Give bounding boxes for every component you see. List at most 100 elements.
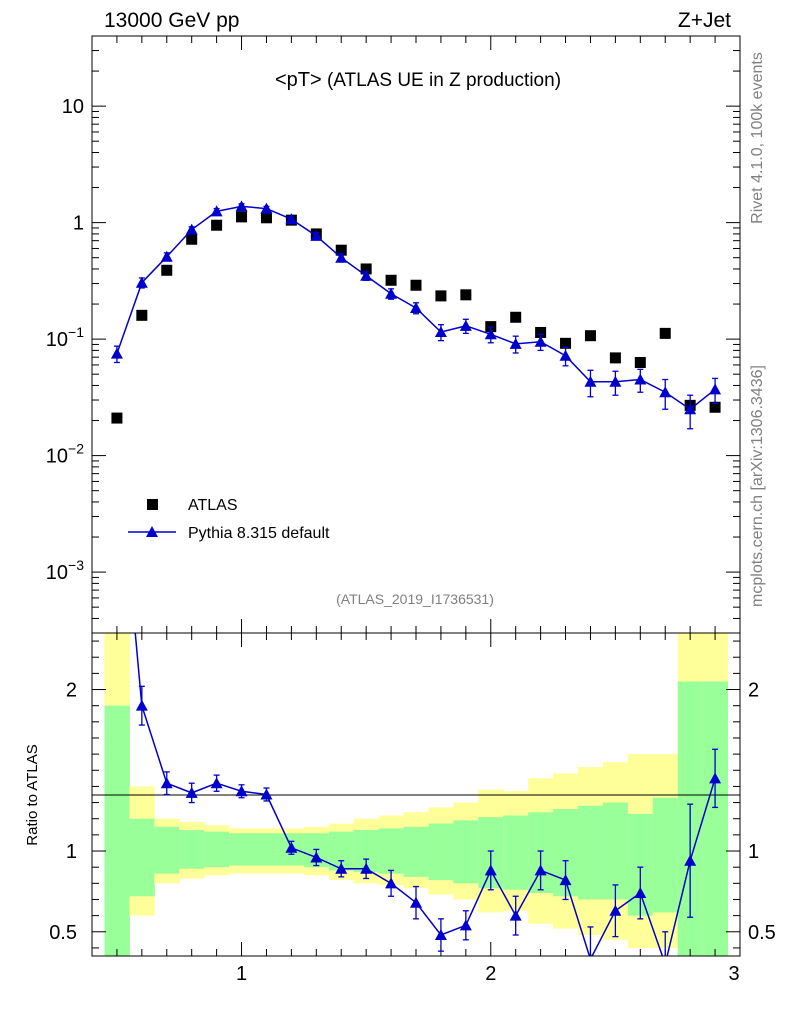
atlas-point xyxy=(136,309,148,321)
ratio-point xyxy=(285,841,298,853)
ratio-point xyxy=(160,777,173,789)
mc-point xyxy=(709,383,722,395)
mc-point xyxy=(609,375,622,387)
band-inner xyxy=(229,833,255,866)
ratio-point xyxy=(509,909,522,921)
mc-point xyxy=(260,202,273,214)
x-tick-label: 1 xyxy=(236,963,247,985)
ratio-point xyxy=(559,874,572,886)
atlas-point xyxy=(560,337,572,349)
band-inner xyxy=(254,833,280,866)
legend-data-label: ATLAS xyxy=(188,497,238,514)
plot-title: <pT> (ATLAS UE in Z production) xyxy=(275,69,561,91)
y-tick-label-base: 10 xyxy=(46,562,68,584)
band-inner xyxy=(702,681,729,956)
atlas-point xyxy=(609,352,621,364)
y-tick-label-base: 1 xyxy=(73,213,84,235)
ratio-point xyxy=(484,864,497,876)
mc-point xyxy=(360,269,373,281)
legend-mc-label: Pythia 8.315 default xyxy=(188,525,330,542)
x-tick-label: 2 xyxy=(485,963,496,985)
plot-title-sub: (ATLAS UE in Z production) xyxy=(322,70,561,91)
atlas-point xyxy=(584,330,596,342)
atlas-point xyxy=(435,290,447,302)
mc-point xyxy=(659,386,672,398)
x-tick-label: 3 xyxy=(728,963,739,985)
ratio-frame xyxy=(91,632,741,957)
y-tick-label: 10−3 xyxy=(46,557,84,584)
analysis-id: (ATLAS_2019_I1736531) xyxy=(336,591,494,607)
ratio-point xyxy=(111,425,123,436)
ratio-point xyxy=(335,862,348,874)
atlas-point xyxy=(709,401,721,413)
y-tick-label-exp: −3 xyxy=(68,557,84,573)
ratio-point xyxy=(634,887,647,899)
y-tick-label-base: 10 xyxy=(46,329,68,351)
mc-point xyxy=(110,347,123,359)
ratio-y-tick-label-right: 0.5 xyxy=(748,922,776,944)
ratio-point xyxy=(185,786,198,798)
ratio-y-tick-label-right: 2 xyxy=(748,680,759,702)
atlas-point xyxy=(161,264,173,276)
ratio-point xyxy=(310,851,323,863)
ratio-y-tick-label-right: 1 xyxy=(748,841,759,863)
ratio-point xyxy=(360,862,373,874)
mc-point xyxy=(459,319,472,331)
ratio-point xyxy=(609,904,622,916)
mc-point xyxy=(484,328,497,340)
atlas-point xyxy=(535,326,547,338)
band-inner xyxy=(129,818,155,897)
plot-title-main: <pT> xyxy=(275,69,322,91)
atlas-point xyxy=(634,356,646,368)
main-frame xyxy=(91,35,741,634)
mc-point xyxy=(310,229,323,241)
mc-point xyxy=(410,301,422,313)
y-tick-label: 1 xyxy=(73,213,84,235)
atlas-point xyxy=(186,233,198,245)
ratio-point xyxy=(260,788,273,800)
ratio-point xyxy=(709,772,722,784)
mc-point xyxy=(135,276,148,288)
mc-point xyxy=(335,251,348,263)
ratio-point xyxy=(434,929,447,941)
y-tick-label: 10−2 xyxy=(46,441,84,468)
y-tick-label-base: 10 xyxy=(62,96,84,118)
ratio-point xyxy=(135,699,148,711)
mc-point xyxy=(509,337,522,349)
ratio-y-tick-label: 1 xyxy=(66,841,77,863)
ratio-point xyxy=(210,777,223,789)
atlas-point xyxy=(236,211,248,223)
y-tick-label-exp: −1 xyxy=(68,324,84,340)
atlas-point xyxy=(335,244,347,256)
ratio-point xyxy=(410,896,422,908)
ratio-plot: 2 2 1 1 0.5 0.5 1 2 3 Ratio to ATLAS xyxy=(24,425,776,985)
ratio-point xyxy=(235,785,248,797)
band-inner xyxy=(104,705,130,956)
y-tick-label-base: 10 xyxy=(46,446,68,468)
ratio-y-tick-label: 0.5 xyxy=(49,922,77,944)
atlas-point xyxy=(410,279,422,291)
atlas-point xyxy=(111,412,123,424)
side-label-bottom: mcplots.cern.ch [arXiv:1306.3436] xyxy=(749,365,766,607)
band-inner xyxy=(503,815,529,890)
atlas-point xyxy=(659,327,671,339)
header-right: Z+Jet xyxy=(678,9,731,32)
y-tick-label: 10−1 xyxy=(46,324,84,351)
legend-data-marker xyxy=(147,499,158,510)
ratio-y-tick-label: 2 xyxy=(66,680,77,702)
atlas-point xyxy=(360,263,372,275)
mc-point xyxy=(210,205,223,217)
mc-point xyxy=(584,375,597,387)
mc-point xyxy=(385,287,398,299)
band-inner xyxy=(403,826,429,877)
mc-point xyxy=(634,373,647,385)
ratio-point xyxy=(459,919,472,931)
ratio-point xyxy=(588,953,592,956)
ratio-point xyxy=(684,854,697,866)
band-inner xyxy=(378,828,405,874)
mc-point xyxy=(684,403,697,415)
band-inner xyxy=(428,823,454,881)
ratio-point xyxy=(659,958,671,969)
